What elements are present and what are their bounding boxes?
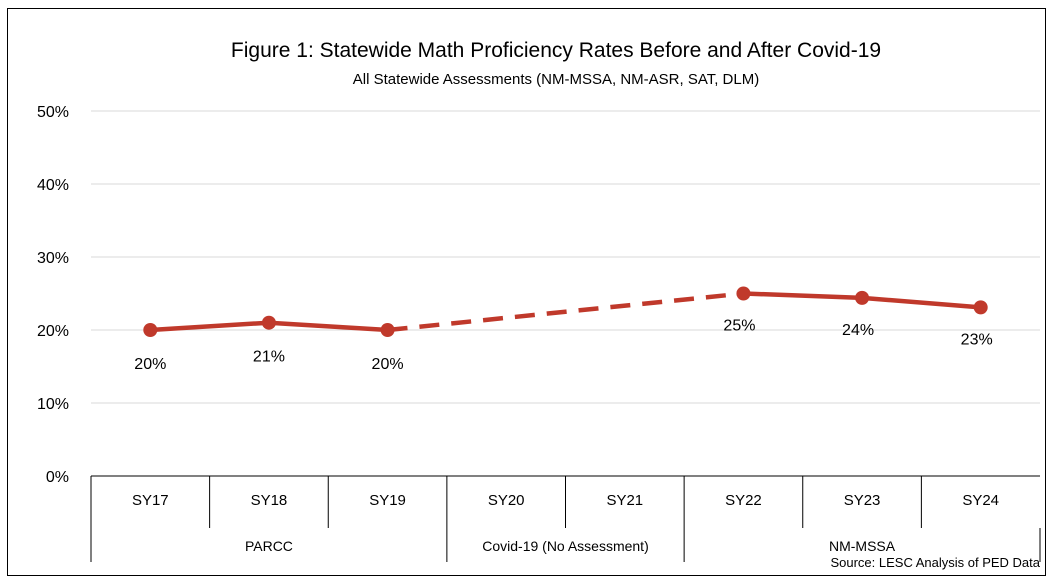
x-tick-label: SY22 bbox=[725, 492, 762, 509]
data-labels: 20% 21% 20% 25% 24% 23% bbox=[134, 318, 992, 374]
data-point-marker bbox=[973, 300, 988, 315]
line-chart: Figure 1: Statewide Math Proficiency Rat… bbox=[37, 39, 1041, 570]
y-axis-ticks: 0% 10% 20% 30% 40% 50% bbox=[37, 104, 69, 486]
data-label: 20% bbox=[372, 356, 404, 373]
x-tick-label: SY23 bbox=[844, 492, 881, 509]
group-label: PARCC bbox=[245, 538, 293, 554]
series-dashed-connector bbox=[387, 291, 744, 333]
x-tick-label: SY17 bbox=[132, 492, 169, 509]
x-tick-label: SY21 bbox=[606, 492, 643, 509]
series-line-segment bbox=[148, 320, 272, 333]
data-label: 20% bbox=[134, 356, 166, 373]
group-label: NM-MSSA bbox=[829, 538, 896, 554]
group-label: Covid-19 (No Assessment) bbox=[482, 538, 649, 554]
chart-title: Figure 1: Statewide Math Proficiency Rat… bbox=[231, 39, 881, 62]
chart-subtitle: All Statewide Assessments (NM-MSSA, NM-A… bbox=[353, 71, 759, 88]
series-line-segment bbox=[859, 295, 983, 310]
series-line-segment bbox=[266, 320, 390, 333]
y-tick-label: 50% bbox=[37, 104, 69, 121]
y-tick-label: 10% bbox=[37, 396, 69, 413]
source-note: Source: LESC Analysis of PED Data bbox=[830, 555, 1040, 570]
x-tick-label: SY18 bbox=[251, 492, 288, 509]
data-label: 24% bbox=[842, 322, 874, 339]
x-tick-label: SY24 bbox=[962, 492, 999, 509]
x-axis: SY17 SY18 SY19 SY20 SY21 SY22 SY23 SY24 PARCC Cov… bbox=[90, 475, 1041, 562]
data-point-marker bbox=[736, 286, 751, 301]
data-label: 23% bbox=[961, 331, 993, 348]
data-point-marker bbox=[380, 323, 395, 337]
data-label: 25% bbox=[723, 318, 755, 335]
chart-frame: Figure 1: Statewide Math Proficiency Rat… bbox=[7, 8, 1046, 576]
x-tick-label: SY19 bbox=[369, 492, 406, 509]
y-tick-label: 30% bbox=[37, 250, 69, 267]
data-point-marker bbox=[855, 290, 870, 305]
y-tick-label: 0% bbox=[46, 469, 69, 486]
series bbox=[143, 286, 988, 337]
y-tick-label: 20% bbox=[37, 323, 69, 340]
data-point-marker bbox=[261, 315, 276, 330]
x-tick-label: SY20 bbox=[488, 492, 525, 509]
series-line-segment bbox=[741, 291, 865, 301]
data-label: 21% bbox=[253, 349, 285, 366]
y-tick-label: 40% bbox=[37, 177, 69, 194]
data-point-marker bbox=[143, 323, 158, 337]
gridlines bbox=[91, 110, 1040, 404]
